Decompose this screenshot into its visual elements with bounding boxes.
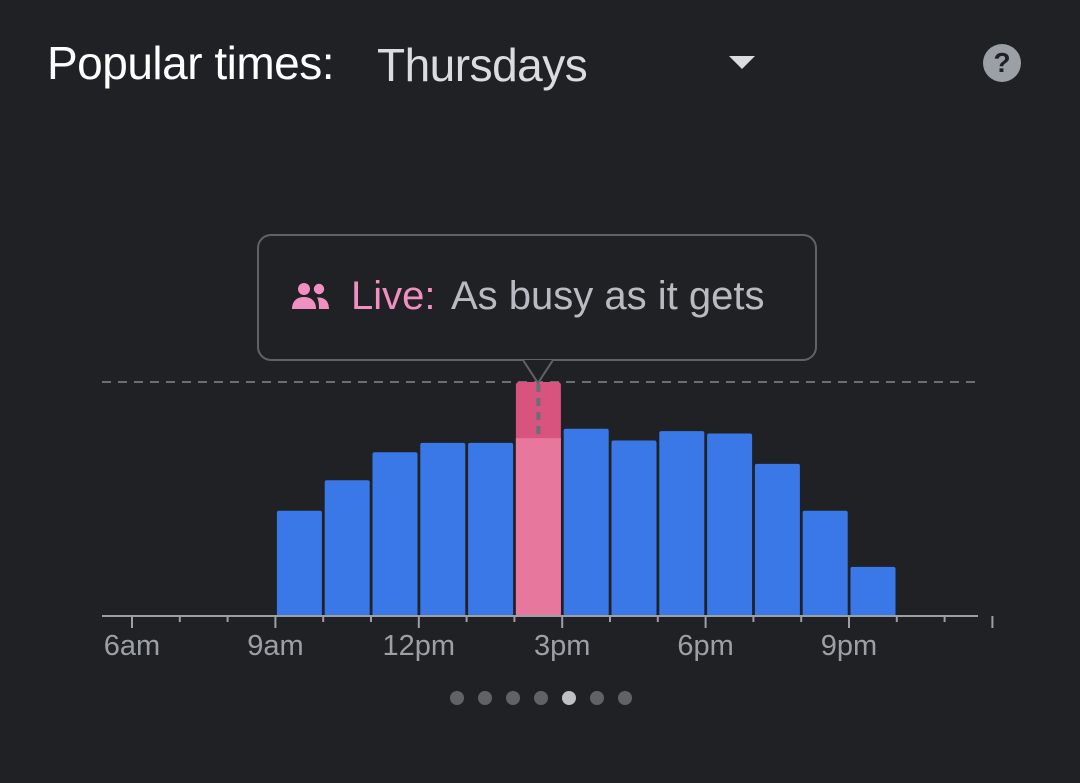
- popular-times-title: Popular times:: [47, 37, 335, 89]
- popular-times-header: Popular times: Thursdays ?: [47, 30, 1037, 100]
- tooltip-pointer: [523, 359, 553, 385]
- live-status-text: As busy as it gets: [451, 274, 765, 318]
- x-tick-label-9am: 9am: [247, 630, 303, 662]
- live-bar-2pm: [515, 382, 561, 616]
- bar-6pm: [707, 433, 753, 616]
- pagination-dot-5[interactable]: [562, 691, 576, 705]
- bar-4pm: [611, 440, 657, 616]
- selected-day-label: Thursdays: [377, 39, 588, 91]
- bar-8pm: [802, 510, 848, 616]
- chevron-down-icon: [729, 56, 755, 69]
- bar-11am: [372, 452, 418, 616]
- pagination-dots: [450, 691, 632, 705]
- bar-3pm: [563, 428, 609, 616]
- bar-12pm: [420, 442, 466, 616]
- pagination-dot-7[interactable]: [618, 691, 632, 705]
- x-tick-label-6am: 6am: [104, 630, 160, 662]
- pagination-dot-2[interactable]: [478, 691, 492, 705]
- bar-1pm: [468, 442, 514, 616]
- bar-10am: [324, 480, 370, 616]
- x-tick-label-3pm: 3pm: [534, 630, 590, 662]
- x-tick-label-6pm: 6pm: [677, 630, 733, 662]
- live-status-tooltip: Live: As busy as it gets: [257, 234, 817, 361]
- pagination-dot-1[interactable]: [450, 691, 464, 705]
- live-bar-usual-level: [515, 438, 561, 616]
- pagination-dot-4[interactable]: [534, 691, 548, 705]
- help-icon[interactable]: ?: [983, 44, 1021, 82]
- x-tick-label-9pm: 9pm: [821, 630, 877, 662]
- bar-7pm: [754, 463, 800, 616]
- bar-9pm: [850, 566, 896, 616]
- pagination-dot-3[interactable]: [506, 691, 520, 705]
- bar-5pm: [659, 431, 705, 616]
- live-label: Live:: [351, 274, 436, 318]
- pagination-dot-6[interactable]: [590, 691, 604, 705]
- day-selector-dropdown[interactable]: Thursdays: [377, 36, 757, 96]
- bar-9am: [276, 510, 322, 616]
- people-icon: [292, 283, 329, 309]
- x-tick-label-12pm: 12pm: [383, 630, 456, 662]
